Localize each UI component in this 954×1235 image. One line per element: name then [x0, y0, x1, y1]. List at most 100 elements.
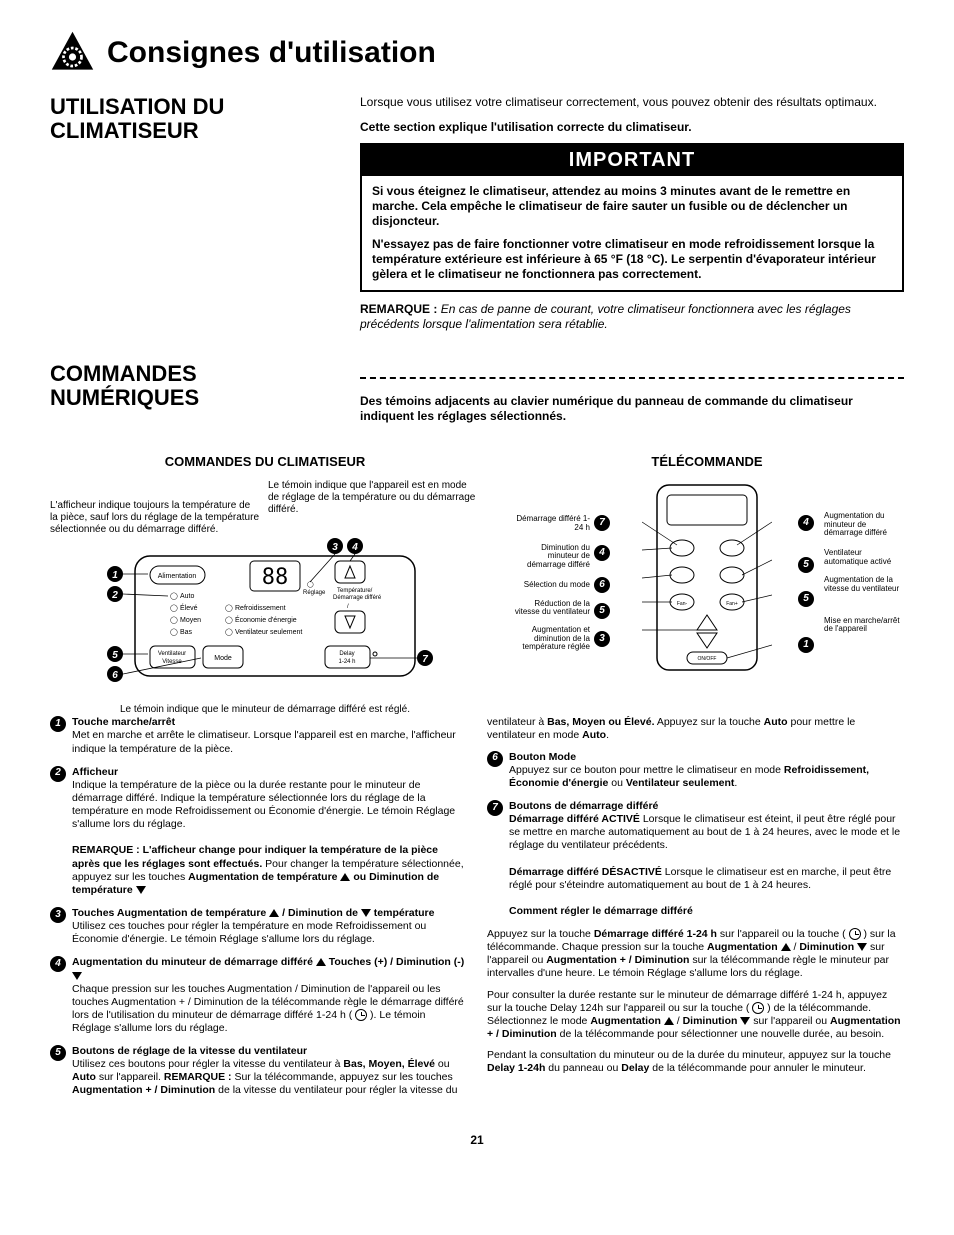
remote-c7: Démarrage différé 1-24 h — [510, 515, 590, 532]
clock-icon — [752, 1002, 764, 1014]
item-7-p1: Appuyez sur la touche Démarrage différé … — [487, 928, 904, 981]
svg-text:ON/OFF: ON/OFF — [698, 656, 717, 662]
item-num-5: 5 — [50, 1045, 66, 1061]
svg-text:◯: ◯ — [225, 628, 233, 636]
svg-text:6: 6 — [112, 670, 118, 681]
triangle-down-icon — [740, 1017, 750, 1025]
controls-intro: Des témoins adjacents au clavier numériq… — [360, 394, 904, 424]
important-box: IMPORTANT Si vous éteignez le climatiseu… — [360, 143, 904, 292]
controls-heading: COMMANDES NUMÉRIQUES — [50, 362, 330, 410]
svg-text:Alimentation: Alimentation — [158, 573, 197, 580]
clock-icon — [849, 928, 861, 940]
svg-text:◯: ◯ — [170, 592, 178, 600]
item-num-3: 3 — [50, 907, 66, 923]
main-title: Consignes d'utilisation — [107, 34, 436, 72]
svg-text:Fan+: Fan+ — [726, 601, 738, 607]
svg-text:Moyen: Moyen — [180, 617, 201, 624]
triangle-up-icon — [340, 873, 350, 881]
gear-icon — [50, 30, 95, 75]
triangle-down-icon — [857, 943, 867, 951]
svg-text:4: 4 — [351, 542, 358, 553]
controls-section-header: COMMANDES NUMÉRIQUES Des témoins adjacen… — [50, 362, 904, 434]
svg-text:1-24 h: 1-24 h — [338, 659, 355, 665]
item-num-6: 6 — [487, 751, 503, 767]
panel-note-bottom: Le témoin indique que le minuteur de dém… — [50, 704, 480, 716]
triangle-down-icon — [72, 972, 82, 980]
triangle-down-icon — [136, 886, 146, 894]
svg-text:◯: ◯ — [170, 604, 178, 612]
triangle-up-icon — [781, 943, 791, 951]
svg-text:5: 5 — [112, 650, 118, 661]
item-1: 1 Touche marche/arrêt Met en marche et a… — [50, 716, 467, 755]
page-number: 21 — [50, 1133, 904, 1148]
item-5-cont: ventilateur à Bas, Moyen ou Élevé. Appuy… — [487, 716, 904, 742]
page-header: Consignes d'utilisation — [50, 30, 904, 75]
remote-c1: Mise en marche/arrêt de l'appareil — [824, 617, 904, 634]
svg-text:3: 3 — [332, 542, 338, 553]
panel-subheading: COMMANDES DU CLIMATISEUR — [50, 454, 480, 470]
triangle-up-icon — [316, 958, 326, 966]
svg-text:Refroidissement: Refroidissement — [235, 605, 286, 612]
item-2: 2 Afficheur Indique la température de la… — [50, 766, 467, 897]
item-7-p2: Pour consulter la durée restante sur le … — [487, 989, 904, 1042]
panel-diagram-svg: Alimentation ◯Auto ◯Élevé ◯Moyen ◯Bas ◯R… — [75, 536, 455, 706]
clock-icon — [355, 1009, 367, 1021]
svg-text:Delay: Delay — [339, 651, 354, 657]
svg-text:Économie d'énergie: Économie d'énergie — [235, 615, 297, 624]
triangle-up-icon — [269, 909, 279, 917]
usage-section: UTILISATION DU CLIMATISEUR Lorsque vous … — [50, 95, 904, 342]
triangle-up-icon — [664, 1017, 674, 1025]
svg-text:Ventilateur: Ventilateur — [158, 651, 186, 657]
item-5: 5 Boutons de réglage de la vitesse du ve… — [50, 1045, 467, 1098]
important-header: IMPORTANT — [362, 145, 902, 176]
item-num-7: 7 — [487, 800, 503, 816]
svg-text:1: 1 — [112, 570, 118, 581]
usage-remarque: REMARQUE : En cas de panne de courant, v… — [360, 302, 904, 332]
item-4: 4 Augmentation du minuteur de démarrage … — [50, 956, 467, 1035]
svg-text:Température/: Température/ — [337, 588, 373, 594]
svg-text:88: 88 — [262, 565, 289, 590]
svg-text:Fan-: Fan- — [677, 601, 688, 607]
panel-note-right: Le témoin indique que l'appareil est en … — [268, 480, 480, 536]
svg-text:Bas: Bas — [180, 629, 193, 636]
svg-text:◯: ◯ — [225, 604, 233, 612]
panel-note-left: L'afficheur indique toujours la températ… — [50, 500, 260, 536]
controls-diagrams: COMMANDES DU CLIMATISEUR L'afficheur ind… — [50, 454, 904, 716]
usage-heading: UTILISATION DU CLIMATISEUR — [50, 95, 330, 143]
item-num-2: 2 — [50, 766, 66, 782]
svg-text:◯: ◯ — [225, 616, 233, 624]
svg-text:2: 2 — [111, 590, 118, 601]
remote-c5auto: Ventilateur automatique activé — [824, 549, 904, 566]
important-p2: N'essayez pas de faire fonctionner votre… — [372, 237, 892, 282]
svg-text:Mode: Mode — [214, 655, 232, 662]
svg-text:7: 7 — [422, 654, 428, 665]
remote-c4b: Augmentation du minuteur de démarrage di… — [824, 512, 904, 537]
svg-text:Réglage: Réglage — [303, 590, 326, 596]
remote-c4a: Diminution du minuteur de démarrage diff… — [510, 544, 590, 569]
usage-intro: Lorsque vous utilisez votre climatiseur … — [360, 95, 904, 110]
svg-text:/: / — [347, 604, 349, 610]
usage-intro-bold: Cette section explique l'utilisation cor… — [360, 120, 904, 135]
svg-text:Démarrage différé: Démarrage différé — [333, 595, 382, 601]
remote-diagram-svg: Fan- Fan+ ON/OFF — [642, 480, 772, 680]
svg-text:Élevé: Élevé — [180, 603, 198, 612]
remote-c5up: Augmentation de la vitesse du ventilateu… — [824, 576, 904, 593]
item-num-4: 4 — [50, 956, 66, 972]
svg-text:Ventilateur seulement: Ventilateur seulement — [235, 629, 302, 636]
triangle-down-icon — [361, 909, 371, 917]
item-3: 3 Touches Augmentation de température / … — [50, 907, 467, 946]
item-num-1: 1 — [50, 716, 66, 732]
svg-text:◯: ◯ — [170, 628, 178, 636]
remote-c5a: Réduction de la vitesse du ventilateur — [510, 600, 590, 617]
item-6: 6 Bouton Mode Appuyez sur ce bouton pour… — [487, 751, 904, 790]
dashed-divider — [360, 377, 904, 379]
remote-c6: Sélection du mode — [510, 581, 590, 589]
svg-text:Auto: Auto — [180, 593, 195, 600]
remote-c3: Augmentation et diminution de la tempéra… — [510, 626, 590, 651]
important-p1: Si vous éteignez le climatiseur, attende… — [372, 184, 892, 229]
item-7-p3: Pendant la consultation du minuteur ou d… — [487, 1049, 904, 1075]
item-7: 7 Boutons de démarrage différé Démarrage… — [487, 800, 904, 918]
svg-text:◯: ◯ — [170, 616, 178, 624]
svg-text:◯: ◯ — [307, 581, 314, 588]
items-two-col: 1 Touche marche/arrêt Met en marche et a… — [50, 716, 904, 1107]
